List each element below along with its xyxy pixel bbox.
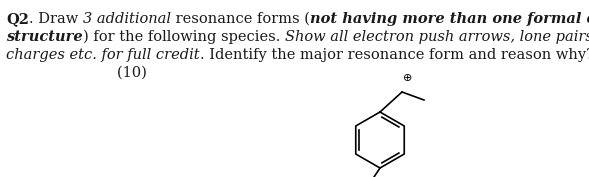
Text: 3 additional: 3 additional: [83, 12, 171, 26]
Text: Show all electron push arrows, lone pairs, formal: Show all electron push arrows, lone pair…: [284, 30, 589, 44]
Text: Q2: Q2: [6, 12, 29, 26]
Text: (10): (10): [6, 66, 147, 80]
Text: ⊕: ⊕: [403, 73, 413, 83]
Text: resonance forms (: resonance forms (: [171, 12, 310, 26]
Text: not having more than one formal charges per: not having more than one formal charges …: [310, 12, 589, 26]
Text: structure: structure: [6, 30, 82, 44]
Text: ) for the following species.: ) for the following species.: [82, 30, 284, 44]
Text: . Draw: . Draw: [29, 12, 83, 26]
Text: charges etc. for full credit: charges etc. for full credit: [6, 48, 200, 62]
Text: . Identify the major resonance form and reason why?: . Identify the major resonance form and …: [200, 48, 589, 62]
